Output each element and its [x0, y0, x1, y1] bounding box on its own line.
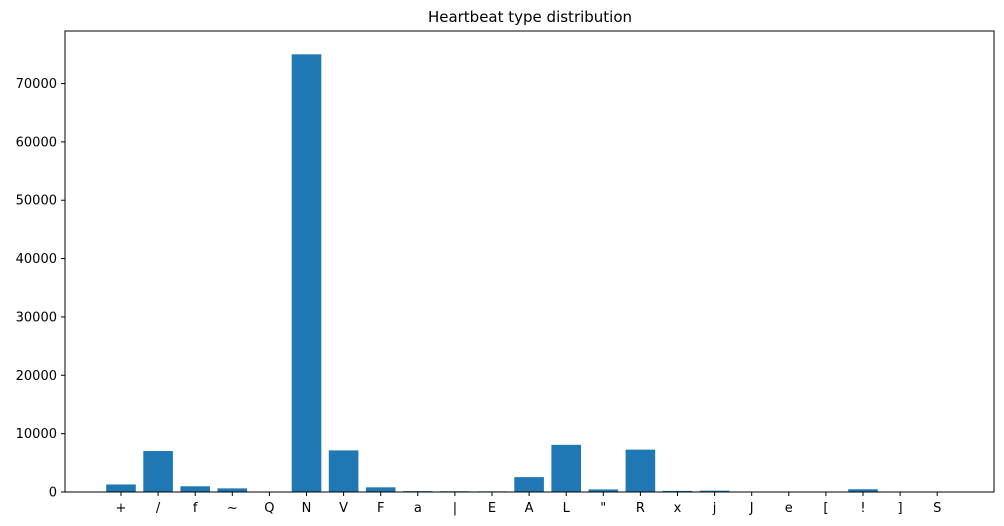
- x-tick-label-12: L: [563, 501, 571, 516]
- x-tick-label-5: N: [302, 501, 312, 516]
- x-tick-label-2: f: [193, 501, 198, 516]
- x-tick-label-9: |: [453, 501, 457, 516]
- bar-14: [625, 449, 656, 492]
- y-tick-label-1: 10000: [16, 427, 57, 442]
- x-tick-label-11: A: [525, 501, 534, 516]
- bar-2: [180, 486, 210, 492]
- x-tick-label-16: j: [712, 501, 717, 516]
- y-tick-label-7: 70000: [16, 77, 57, 92]
- x-tick-label-22: S: [933, 501, 941, 516]
- x-tick-label-4: Q: [264, 501, 274, 516]
- bar-6: [328, 450, 359, 492]
- x-tick-label-14: R: [636, 501, 645, 516]
- x-tick-label-6: V: [339, 501, 348, 516]
- x-tick-label-19: [: [823, 501, 828, 516]
- x-tick-label-21: ]: [898, 501, 903, 516]
- bar-1: [143, 451, 173, 492]
- bar-11: [514, 477, 544, 492]
- x-tick-label-1: /: [156, 501, 161, 516]
- x-tick-label-20: !: [860, 501, 865, 516]
- x-tick-label-10: E: [488, 501, 496, 516]
- y-tick-label-0: 0: [49, 486, 57, 501]
- x-tick-label-0: +: [116, 501, 127, 516]
- bar-20: [848, 489, 878, 492]
- bar-13: [588, 489, 619, 492]
- y-tick-label-6: 60000: [16, 135, 57, 150]
- bar-12: [551, 444, 581, 492]
- x-tick-label-15: x: [674, 501, 682, 516]
- x-tick-label-3: ~: [227, 501, 238, 516]
- y-tick-label-4: 40000: [16, 252, 57, 267]
- y-tick-label-5: 50000: [16, 194, 57, 209]
- bar-7: [365, 487, 396, 492]
- y-axis: 0 10000 20000 30000 40000 50000 60000 70000: [16, 77, 65, 501]
- x-tick-label-8: a: [414, 501, 422, 516]
- x-tick-label-13: ": [600, 501, 606, 516]
- bar-3: [217, 488, 248, 492]
- x-tick-label-7: F: [377, 501, 384, 516]
- bar-16: [699, 490, 730, 492]
- x-tick-label-18: e: [785, 501, 793, 516]
- chart-title: Heartbeat type distribution: [428, 8, 632, 26]
- bar-5: [291, 54, 322, 493]
- bar-0: [106, 484, 136, 492]
- plot-frame: [64, 30, 995, 493]
- bar-15: [662, 490, 693, 492]
- x-tick-label-17: J: [749, 501, 754, 516]
- y-tick-label-3: 30000: [16, 310, 57, 325]
- bars-group: [106, 54, 952, 493]
- y-tick-label-2: 20000: [16, 369, 57, 384]
